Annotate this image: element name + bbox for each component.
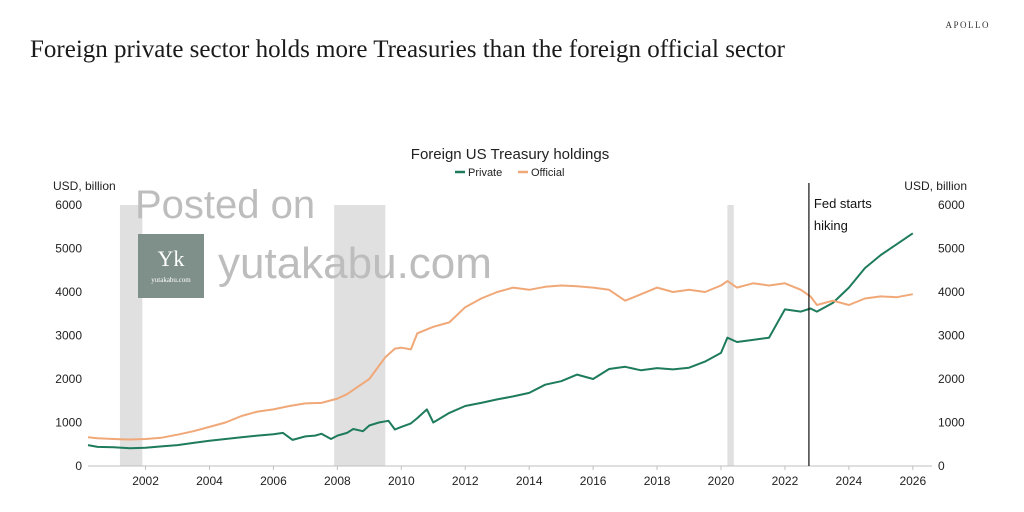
- y-tick-left-0: 0: [75, 459, 82, 473]
- series-line-private: [87, 232, 914, 450]
- watermark-logo-box: [138, 234, 204, 298]
- watermark-line2: yutakabu.com: [218, 239, 492, 288]
- watermark-line1: Posted on: [135, 183, 315, 227]
- y-tick-right-6000: 6000: [938, 198, 965, 212]
- x-tick-2014: 2014: [516, 474, 543, 488]
- watermark-logo-letters: Yk: [158, 246, 185, 271]
- recession-band-2: [727, 205, 734, 466]
- y-tick-right-5000: 5000: [938, 242, 965, 256]
- annotation: Fed starts hiking: [808, 183, 872, 466]
- headline: Foreign private sector holds more Treasu…: [30, 36, 785, 63]
- y-axis-label-left: USD, billion: [53, 179, 116, 193]
- x-tick-2008: 2008: [324, 474, 351, 488]
- y-tick-left-1000: 1000: [55, 416, 82, 430]
- x-tick-2022: 2022: [772, 474, 799, 488]
- y-tick-left-3000: 3000: [55, 329, 82, 343]
- legend-label-official: Official: [531, 167, 564, 179]
- x-tick-2002: 2002: [132, 474, 159, 488]
- y-tick-right-0: 0: [938, 459, 945, 473]
- x-tick-2004: 2004: [196, 474, 223, 488]
- x-tick-2026: 2026: [899, 474, 926, 488]
- chart-title: Foreign US Treasury holdings: [411, 146, 609, 163]
- axes: 0 0 1000 1000 2000 2000 3000 3000 4000 4000 5000 50…: [55, 198, 965, 488]
- x-tick-2006: 2006: [260, 474, 287, 488]
- series-line-official: [87, 280, 913, 441]
- y-tick-left-2000: 2000: [55, 372, 82, 386]
- y-axis-label-right: USD, billion: [904, 179, 967, 193]
- fed-hiking-label-0: Fed starts: [814, 196, 872, 211]
- recession-band-0: [119, 205, 143, 466]
- x-tick-2012: 2012: [452, 474, 479, 488]
- legend-label-private: Private: [468, 167, 502, 179]
- x-tick-2016: 2016: [580, 474, 607, 488]
- watermark-logo-caption: yutakabu.com: [151, 276, 191, 284]
- y-tick-left-5000: 5000: [55, 242, 82, 256]
- y-tick-right-3000: 3000: [938, 329, 965, 343]
- y-tick-left-4000: 4000: [55, 285, 82, 299]
- y-tick-right-2000: 2000: [938, 372, 965, 386]
- y-tick-right-1000: 1000: [938, 416, 965, 430]
- series-lines: [87, 232, 914, 450]
- x-tick-2010: 2010: [388, 474, 415, 488]
- fed-hiking-label-1: hiking: [814, 218, 848, 233]
- watermark: Posted on Yk yutakabu.com yutakabu.com: [135, 183, 492, 298]
- legend: Private Official: [455, 167, 564, 179]
- y-tick-right-4000: 4000: [938, 285, 965, 299]
- y-tick-left-6000: 6000: [55, 198, 82, 212]
- brand-logo: APOLLO: [945, 20, 990, 30]
- x-tick-2018: 2018: [644, 474, 671, 488]
- x-tick-2020: 2020: [708, 474, 735, 488]
- x-tick-2024: 2024: [836, 474, 863, 488]
